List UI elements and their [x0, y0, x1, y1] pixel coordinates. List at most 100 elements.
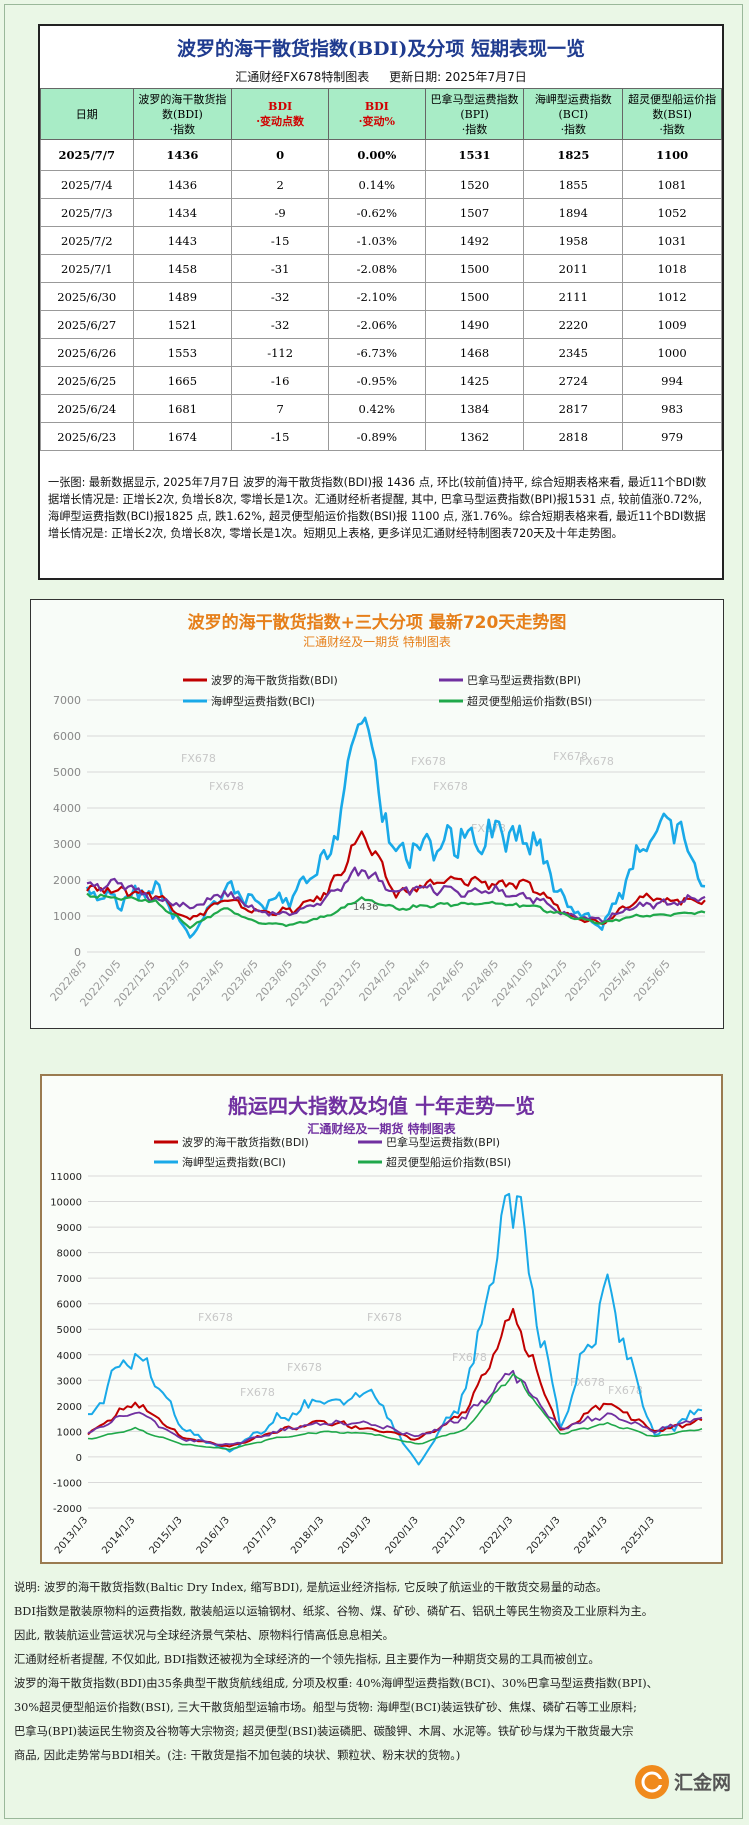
table-cell: 979	[622, 422, 722, 451]
table-cell: 1362	[424, 422, 525, 451]
description-line: 因此, 散装航运业营运状况与全球经济景气荣枯、原物料行情高低息息相关。	[14, 1629, 394, 1642]
chart1-svg: 01000200030004000500060007000FX678FX678F…	[48, 673, 706, 1009]
page-frame	[4, 4, 743, 1819]
table-cell: 1507	[424, 198, 525, 227]
table-note: 一张图: 最新数据显示, 2025年7月7日 波罗的海干散货指数(BDI)报 1…	[48, 476, 707, 540]
table-cell: 1489	[132, 282, 233, 311]
table-cell: 1521	[132, 310, 233, 339]
table-cell: 2025/6/30	[40, 282, 134, 311]
table-cell: 2025/6/27	[40, 310, 134, 339]
table-cell: 1443	[132, 226, 233, 255]
description-line: 说明: 波罗的海干散货指数(Baltic Dry Index, 缩写BDI), …	[14, 1581, 608, 1594]
legend-label: 超灵便型船运价指数(BSI)	[386, 1155, 511, 1169]
table-cell: 2220	[523, 310, 624, 339]
chart1-subtitle: 汇通财经及一期货 特制图表	[303, 635, 451, 649]
series-line-bci	[85, 716, 706, 939]
y-tick-label: 6000	[53, 730, 81, 743]
legend-label: 波罗的海干散货指数(BDI)	[182, 1135, 309, 1149]
chart-ten-year-panel: 船运四大指数及均值 十年走势一览 汇通财经及一期货 特制图表 -2000 -100…	[40, 1074, 723, 1564]
legend-label: 巴拿马型运费指数(BPI)	[467, 673, 581, 687]
table-cell: 1894	[523, 198, 624, 227]
watermark: FX678	[367, 1311, 402, 1324]
y-tick-label: 6000	[57, 1300, 82, 1311]
y-tick-label: 1000	[57, 1427, 82, 1438]
x-tick-label: 2015/1/3	[147, 1515, 184, 1556]
y-tick-label: 7000	[57, 1274, 82, 1285]
y-tick-label: 0	[74, 946, 81, 959]
x-tick-label: 2025/6/5	[631, 958, 673, 1004]
x-tick-label: 2025/1/3	[620, 1515, 657, 1556]
legend-label: 海岬型运费指数(BCI)	[211, 694, 315, 708]
table-cell: 1052	[622, 198, 722, 227]
table-cell: 2025/7/2	[40, 226, 134, 255]
table-cell: 1425	[424, 366, 525, 395]
y-tick-label: 9000	[57, 1223, 82, 1234]
table-cell: 1855	[523, 170, 624, 199]
table-cell: -2.10%	[327, 282, 426, 311]
watermark: FX678	[553, 750, 588, 763]
chart1-title: 波罗的海干散货指数+三大分项 最新720天走势图	[187, 613, 567, 633]
description-block: 说明: 波罗的海干散货指数(Baltic Dry Index, 缩写BDI), …	[14, 1576, 742, 1768]
table-cell: 7	[231, 394, 329, 423]
table-cell: -9	[231, 198, 329, 227]
y-tick-label: 5000	[57, 1325, 82, 1336]
table-cell: 2345	[523, 338, 624, 367]
y-tick-label: -2000	[53, 1504, 82, 1515]
table-cell: -0.95%	[327, 366, 426, 395]
table-cell: 1436	[132, 139, 233, 171]
watermark: FX678	[433, 780, 468, 793]
table-cell: 2111	[523, 282, 624, 311]
table-cell: 2	[231, 170, 329, 199]
table-cell: 1458	[132, 254, 233, 283]
y-tick-label: -1000	[53, 1478, 82, 1489]
y-tick-label: 0	[76, 1453, 82, 1464]
table-cell: -1.03%	[327, 226, 426, 255]
y-tick-label: 2000	[57, 1402, 82, 1413]
series-line-bpi	[87, 1369, 703, 1446]
table-cell: 2818	[523, 422, 624, 451]
table-cell: -0.62%	[327, 198, 426, 227]
chart1-annotation: 1436	[353, 902, 378, 913]
table-cell: 2025/6/26	[40, 338, 134, 367]
table-cell: 1018	[622, 254, 722, 283]
x-tick-label: 2023/1/3	[525, 1515, 562, 1556]
y-tick-label: 3000	[57, 1376, 82, 1387]
table-cell: -15	[231, 226, 329, 255]
table-header-row: 日期 波罗的海干散货指数(BDI) ·指数 BDI ·变动点数 BDI ·变动% 巴拿马型运费…	[40, 88, 722, 140]
table-cell: 1674	[132, 422, 233, 451]
table-row: 2025/7/3 1434 -9 -0.62% 1507 1894 1052	[40, 198, 722, 227]
x-tick-label: 2013/1/3	[53, 1515, 90, 1556]
legend-label: 波罗的海干散货指数(BDI)	[211, 673, 338, 687]
table-cell: 1436	[132, 170, 233, 199]
table-cell: 1490	[424, 310, 525, 339]
series-line-bci	[88, 1192, 703, 1466]
table-cell: 1500	[424, 282, 525, 311]
x-tick-label: 2021/1/3	[431, 1515, 468, 1556]
table-cell: -2.06%	[327, 310, 426, 339]
table-cell: 1384	[424, 394, 525, 423]
y-tick-label: 4000	[57, 1351, 82, 1362]
y-tick-label: 10000	[50, 1198, 82, 1209]
bdi-table: 日期 波罗的海干散货指数(BDI) ·指数 BDI ·变动点数 BDI ·变动% 巴拿马型运费…	[40, 88, 722, 451]
x-tick-label: 2020/1/3	[384, 1515, 421, 1556]
table-cell: 1681	[132, 394, 233, 423]
table-cell: 2724	[523, 366, 624, 395]
logo-text: 汇金网	[674, 1771, 731, 1794]
legend-label: 巴拿马型运费指数(BPI)	[386, 1135, 500, 1149]
table-cell: -15	[231, 422, 329, 451]
chart-720-day-panel: 波罗的海干散货指数+三大分项 最新720天走势图 汇通财经及一期货 特制图表 0…	[30, 599, 724, 1029]
description-line: 商品, 因此走势常与BDI相关。(注: 干散货是指不加包装的块状、颗粒状、粉末状…	[14, 1749, 461, 1762]
table-cell: 1531	[424, 139, 525, 171]
table-cell: 2025/7/3	[40, 198, 134, 227]
table-cell: 1100	[622, 139, 722, 171]
table-title: 波罗的海干散货指数(BDI)及分项 短期表现一览	[176, 38, 586, 60]
table-row: 2025/7/1 1458 -31 -2.08% 1500 2011 1018	[40, 254, 722, 283]
table-row: 2025/6/26 1553 -112 -6.73% 1468 2345 1000	[40, 338, 722, 367]
table-cell: 0	[231, 139, 329, 171]
x-tick-label: 2022/1/3	[478, 1515, 515, 1556]
table-cell: 983	[622, 394, 722, 423]
table-cell: 0.14%	[327, 170, 426, 199]
table-cell: 0.42%	[327, 394, 426, 423]
chart2-title: 船运四大指数及均值 十年走势一览	[228, 1094, 535, 1118]
table-updated: 更新日期: 2025年7月7日	[389, 70, 527, 84]
